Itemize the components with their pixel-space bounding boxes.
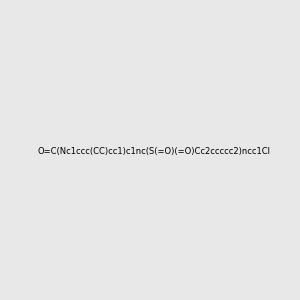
Text: O=C(Nc1ccc(CC)cc1)c1nc(S(=O)(=O)Cc2ccccc2)ncc1Cl: O=C(Nc1ccc(CC)cc1)c1nc(S(=O)(=O)Cc2ccccc… (37, 147, 270, 156)
